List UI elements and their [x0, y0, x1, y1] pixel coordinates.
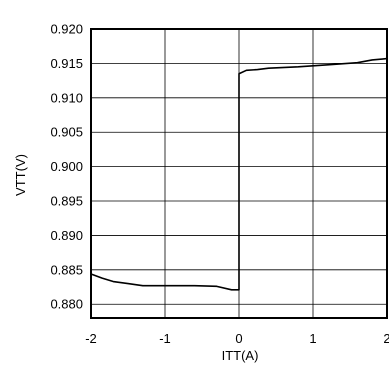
x-tick-labels: -2 -1 0 1 2 [85, 331, 389, 346]
y-tick-label: 0.890 [50, 228, 83, 243]
y-tick-label: 0.880 [50, 297, 83, 312]
y-tick-label: 0.905 [50, 125, 83, 140]
y-axis-title: VTT(V) [13, 154, 28, 196]
x-tick-label: -1 [159, 331, 171, 346]
y-tick-label: 0.910 [50, 90, 83, 105]
x-tick-label: -2 [85, 331, 97, 346]
y-tick-labels: 0.880 0.885 0.890 0.895 0.900 0.905 0.910 0.915… [50, 22, 83, 312]
plot-frame-group [90, 28, 388, 319]
y-tick-label: 0.915 [50, 56, 83, 71]
series-group [90, 57, 388, 291]
y-tick-label: 0.885 [50, 262, 83, 277]
x-tick-label: 2 [383, 331, 389, 346]
x-tick-label: 0 [235, 331, 242, 346]
x-tick-label: 1 [309, 331, 316, 346]
y-tick-label: 0.900 [50, 159, 83, 174]
series-line-0 [90, 57, 388, 291]
plot-frame [90, 28, 388, 319]
y-tick-label: 0.895 [50, 194, 83, 209]
y-tick-label: 0.920 [50, 22, 83, 37]
x-axis-title: ITT(A) [222, 348, 259, 363]
